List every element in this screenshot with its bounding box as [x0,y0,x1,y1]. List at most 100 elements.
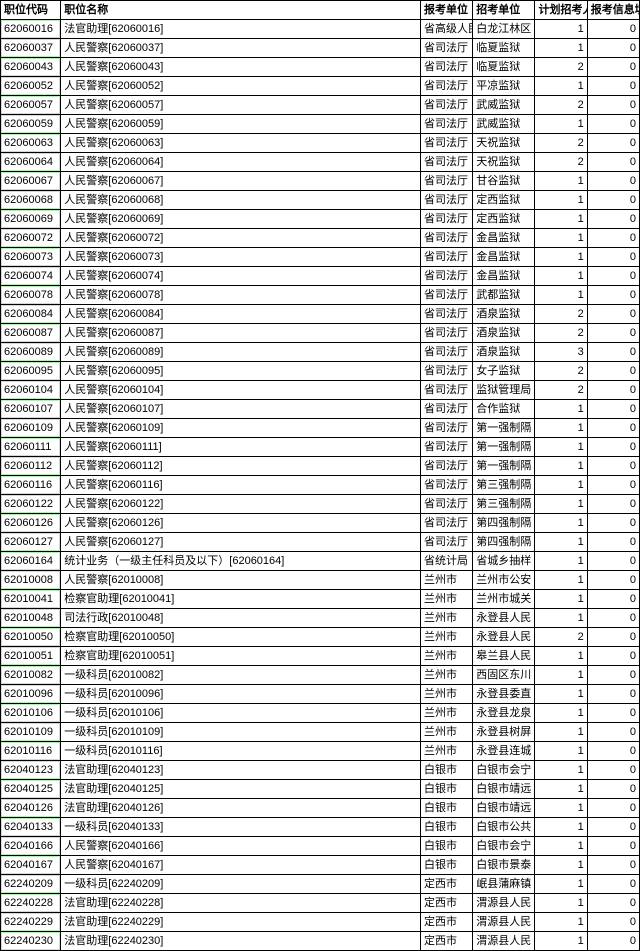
cell-recruit-unit[interactable]: 第三强制隔 [473,495,535,514]
cell-recruit-unit[interactable]: 永登县委直 [473,685,535,704]
cell-recruit-unit[interactable]: 监狱管理局 [473,381,535,400]
cell-info[interactable]: 0 [587,856,639,875]
cell-recruit-unit[interactable]: 岷县蒲麻镇 [473,875,535,894]
cell-code[interactable]: 62060052 [1,77,61,96]
cell-plan[interactable]: 1 [535,932,587,951]
cell-plan[interactable]: 1 [535,742,587,761]
cell-code[interactable]: 62060087 [1,324,61,343]
cell-apply-unit[interactable]: 省高级人民 [420,20,472,39]
cell-name[interactable]: 人民警察[62060087] [61,324,421,343]
cell-info[interactable]: 0 [587,115,639,134]
cell-apply-unit[interactable]: 省司法厅 [420,96,472,115]
cell-recruit-unit[interactable]: 天祝监狱 [473,153,535,172]
cell-plan[interactable]: 1 [535,191,587,210]
cell-info[interactable]: 0 [587,191,639,210]
cell-apply-unit[interactable]: 省司法厅 [420,77,472,96]
cell-recruit-unit[interactable]: 西固区东川 [473,666,535,685]
cell-name[interactable]: 人民警察[62060068] [61,191,421,210]
cell-name[interactable]: 法官助理[62240229] [61,913,421,932]
cell-info[interactable]: 0 [587,134,639,153]
cell-name[interactable]: 人民警察[62060084] [61,305,421,324]
cell-apply-unit[interactable]: 兰州市 [420,628,472,647]
cell-name[interactable]: 人民警察[62060064] [61,153,421,172]
cell-name[interactable]: 人民警察[62040166] [61,837,421,856]
cell-plan[interactable]: 1 [535,609,587,628]
cell-code[interactable]: 62060089 [1,343,61,362]
cell-apply-unit[interactable]: 省司法厅 [420,324,472,343]
cell-apply-unit[interactable]: 省司法厅 [420,305,472,324]
cell-plan[interactable]: 1 [535,666,587,685]
cell-recruit-unit[interactable]: 白银市会宁 [473,761,535,780]
cell-code[interactable]: 62040166 [1,837,61,856]
cell-name[interactable]: 人民警察[62060089] [61,343,421,362]
cell-code[interactable]: 62060109 [1,419,61,438]
cell-name[interactable]: 法官助理[62040125] [61,780,421,799]
cell-info[interactable]: 0 [587,438,639,457]
cell-plan[interactable]: 1 [535,647,587,666]
cell-recruit-unit[interactable]: 合作监狱 [473,400,535,419]
cell-apply-unit[interactable]: 省司法厅 [420,495,472,514]
cell-apply-unit[interactable]: 白银市 [420,780,472,799]
cell-apply-unit[interactable]: 兰州市 [420,571,472,590]
cell-recruit-unit[interactable]: 永登县树屏 [473,723,535,742]
cell-info[interactable]: 0 [587,229,639,248]
cell-name[interactable]: 人民警察[62060122] [61,495,421,514]
cell-name[interactable]: 司法行政[62010048] [61,609,421,628]
cell-info[interactable]: 0 [587,647,639,666]
cell-plan[interactable]: 2 [535,628,587,647]
cell-plan[interactable]: 1 [535,476,587,495]
cell-info[interactable]: 0 [587,533,639,552]
cell-apply-unit[interactable]: 省司法厅 [420,267,472,286]
cell-apply-unit[interactable]: 白银市 [420,818,472,837]
cell-code[interactable]: 62010041 [1,590,61,609]
cell-name[interactable]: 检察官助理[62010050] [61,628,421,647]
cell-recruit-unit[interactable]: 永登县龙泉 [473,704,535,723]
cell-code[interactable]: 62060164 [1,552,61,571]
cell-plan[interactable]: 1 [535,286,587,305]
cell-apply-unit[interactable]: 兰州市 [420,704,472,723]
cell-name[interactable]: 人民警察[62060067] [61,172,421,191]
cell-code[interactable]: 62060057 [1,96,61,115]
cell-info[interactable]: 0 [587,362,639,381]
cell-info[interactable]: 0 [587,837,639,856]
cell-name[interactable]: 人民警察[62060116] [61,476,421,495]
cell-name[interactable]: 人民警察[62060073] [61,248,421,267]
cell-plan[interactable]: 2 [535,305,587,324]
cell-code[interactable]: 62240209 [1,875,61,894]
cell-name[interactable]: 统计业务（一级主任科员及以下）[62060164] [61,552,421,571]
cell-plan[interactable]: 1 [535,495,587,514]
cell-code[interactable]: 62060107 [1,400,61,419]
cell-recruit-unit[interactable]: 甘谷监狱 [473,172,535,191]
cell-name[interactable]: 法官助理[62040126] [61,799,421,818]
cell-info[interactable]: 0 [587,875,639,894]
cell-code[interactable]: 62010082 [1,666,61,685]
cell-info[interactable]: 0 [587,894,639,913]
cell-apply-unit[interactable]: 兰州市 [420,609,472,628]
cell-code[interactable]: 62060127 [1,533,61,552]
cell-recruit-unit[interactable]: 兰州市公安 [473,571,535,590]
cell-name[interactable]: 检察官助理[62010051] [61,647,421,666]
cell-info[interactable]: 0 [587,552,639,571]
cell-apply-unit[interactable]: 省司法厅 [420,362,472,381]
cell-code[interactable]: 62060059 [1,115,61,134]
cell-recruit-unit[interactable]: 女子监狱 [473,362,535,381]
cell-plan[interactable]: 1 [535,77,587,96]
cell-code[interactable]: 62060069 [1,210,61,229]
cell-name[interactable]: 人民警察[62060127] [61,533,421,552]
cell-info[interactable]: 0 [587,742,639,761]
cell-name[interactable]: 人民警察[62060111] [61,438,421,457]
cell-apply-unit[interactable]: 定西市 [420,894,472,913]
cell-name[interactable]: 人民警察[62060109] [61,419,421,438]
cell-apply-unit[interactable]: 兰州市 [420,723,472,742]
cell-plan[interactable]: 1 [535,533,587,552]
cell-plan[interactable]: 1 [535,837,587,856]
cell-info[interactable]: 0 [587,685,639,704]
cell-apply-unit[interactable]: 省司法厅 [420,134,472,153]
cell-info[interactable]: 0 [587,343,639,362]
cell-name[interactable]: 人民警察[62060043] [61,58,421,77]
cell-plan[interactable]: 1 [535,267,587,286]
cell-plan[interactable]: 1 [535,704,587,723]
cell-recruit-unit[interactable]: 武威监狱 [473,115,535,134]
cell-plan[interactable]: 1 [535,913,587,932]
cell-code[interactable]: 62240229 [1,913,61,932]
